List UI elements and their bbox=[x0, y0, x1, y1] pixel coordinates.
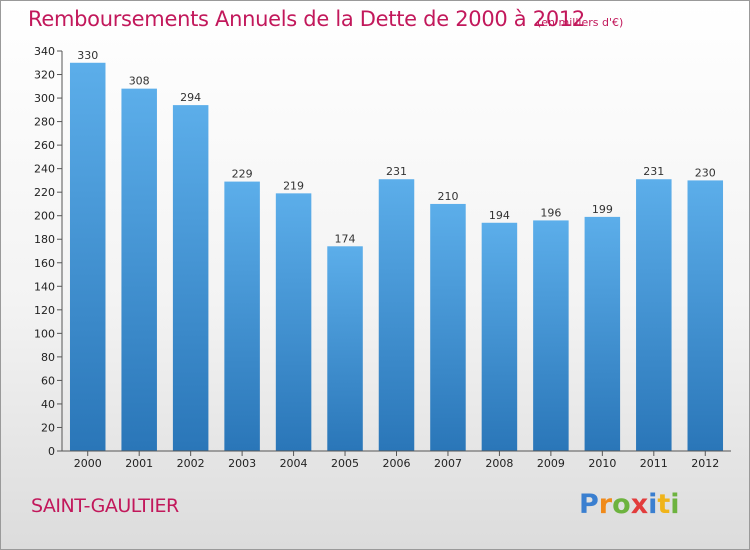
y-tick-label: 80 bbox=[41, 351, 55, 364]
bar-value-label: 219 bbox=[283, 179, 304, 192]
bar bbox=[481, 222, 518, 451]
logo-letter: i bbox=[670, 489, 680, 520]
chart-title: Remboursements Annuels de la Dette de 20… bbox=[28, 7, 585, 31]
bar-value-label: 230 bbox=[695, 166, 716, 179]
bar-value-label: 229 bbox=[232, 168, 253, 181]
y-tick-label: 120 bbox=[34, 304, 55, 317]
x-tick-label: 2008 bbox=[485, 457, 513, 470]
bar bbox=[430, 203, 466, 451]
x-tick-label: 2010 bbox=[588, 457, 616, 470]
y-tick-label: 320 bbox=[34, 69, 55, 82]
bar-value-label: 210 bbox=[437, 190, 458, 203]
y-tick-label: 200 bbox=[34, 210, 55, 223]
y-tick-label: 220 bbox=[34, 186, 55, 199]
bar bbox=[275, 193, 312, 451]
bar bbox=[172, 105, 209, 451]
bar bbox=[69, 62, 106, 451]
x-tick-label: 2004 bbox=[280, 457, 308, 470]
bar bbox=[378, 179, 415, 451]
logo-letter: x bbox=[630, 489, 649, 520]
bar bbox=[327, 246, 363, 451]
bar bbox=[687, 180, 724, 452]
bar-value-label: 199 bbox=[592, 203, 613, 216]
y-tick-label: 140 bbox=[34, 280, 55, 293]
x-tick-label: 2006 bbox=[383, 457, 411, 470]
chart-subtitle: (en milliers d'€) bbox=[537, 16, 624, 29]
x-tick-label: 2005 bbox=[331, 457, 359, 470]
y-tick-label: 260 bbox=[34, 139, 55, 152]
commune-name: SAINT-GAULTIER bbox=[31, 495, 179, 517]
bar-value-label: 174 bbox=[335, 232, 356, 245]
logo-letter: r bbox=[598, 489, 613, 520]
bar-value-label: 231 bbox=[386, 165, 407, 178]
bar bbox=[533, 220, 569, 451]
x-tick-label: 2011 bbox=[640, 457, 668, 470]
x-tick-label: 2009 bbox=[537, 457, 565, 470]
bar-value-label: 196 bbox=[540, 206, 561, 219]
y-tick-label: 0 bbox=[48, 445, 55, 458]
y-tick-label: 160 bbox=[34, 257, 55, 270]
y-tick-label: 60 bbox=[41, 374, 55, 387]
x-tick-label: 2000 bbox=[74, 457, 102, 470]
y-tick-label: 100 bbox=[34, 327, 55, 340]
x-tick-label: 2001 bbox=[125, 457, 153, 470]
logo-letter: P bbox=[579, 489, 599, 520]
bar bbox=[121, 88, 157, 451]
bar bbox=[636, 179, 672, 451]
x-tick-label: 2012 bbox=[691, 457, 719, 470]
y-tick-label: 180 bbox=[34, 233, 55, 246]
bar bbox=[224, 181, 260, 451]
bar-value-label: 308 bbox=[129, 75, 150, 88]
y-tick-label: 20 bbox=[41, 421, 55, 434]
logo-letter: i bbox=[648, 489, 658, 520]
y-tick-label: 40 bbox=[41, 398, 55, 411]
proxiti-logo: Proxiti bbox=[579, 489, 680, 520]
x-tick-label: 2002 bbox=[177, 457, 205, 470]
y-tick-label: 300 bbox=[34, 92, 55, 105]
bar-value-label: 294 bbox=[180, 91, 201, 104]
bar-value-label: 231 bbox=[643, 165, 664, 178]
x-tick-label: 2003 bbox=[228, 457, 256, 470]
y-tick-label: 340 bbox=[34, 45, 55, 58]
bar bbox=[584, 216, 621, 451]
y-tick-label: 280 bbox=[34, 116, 55, 129]
bar-value-label: 194 bbox=[489, 209, 510, 222]
logo-letter: o bbox=[612, 489, 631, 520]
x-tick-label: 2007 bbox=[434, 457, 462, 470]
logo-letter: t bbox=[657, 489, 671, 520]
bar-value-label: 330 bbox=[77, 49, 98, 62]
y-tick-label: 240 bbox=[34, 163, 55, 176]
